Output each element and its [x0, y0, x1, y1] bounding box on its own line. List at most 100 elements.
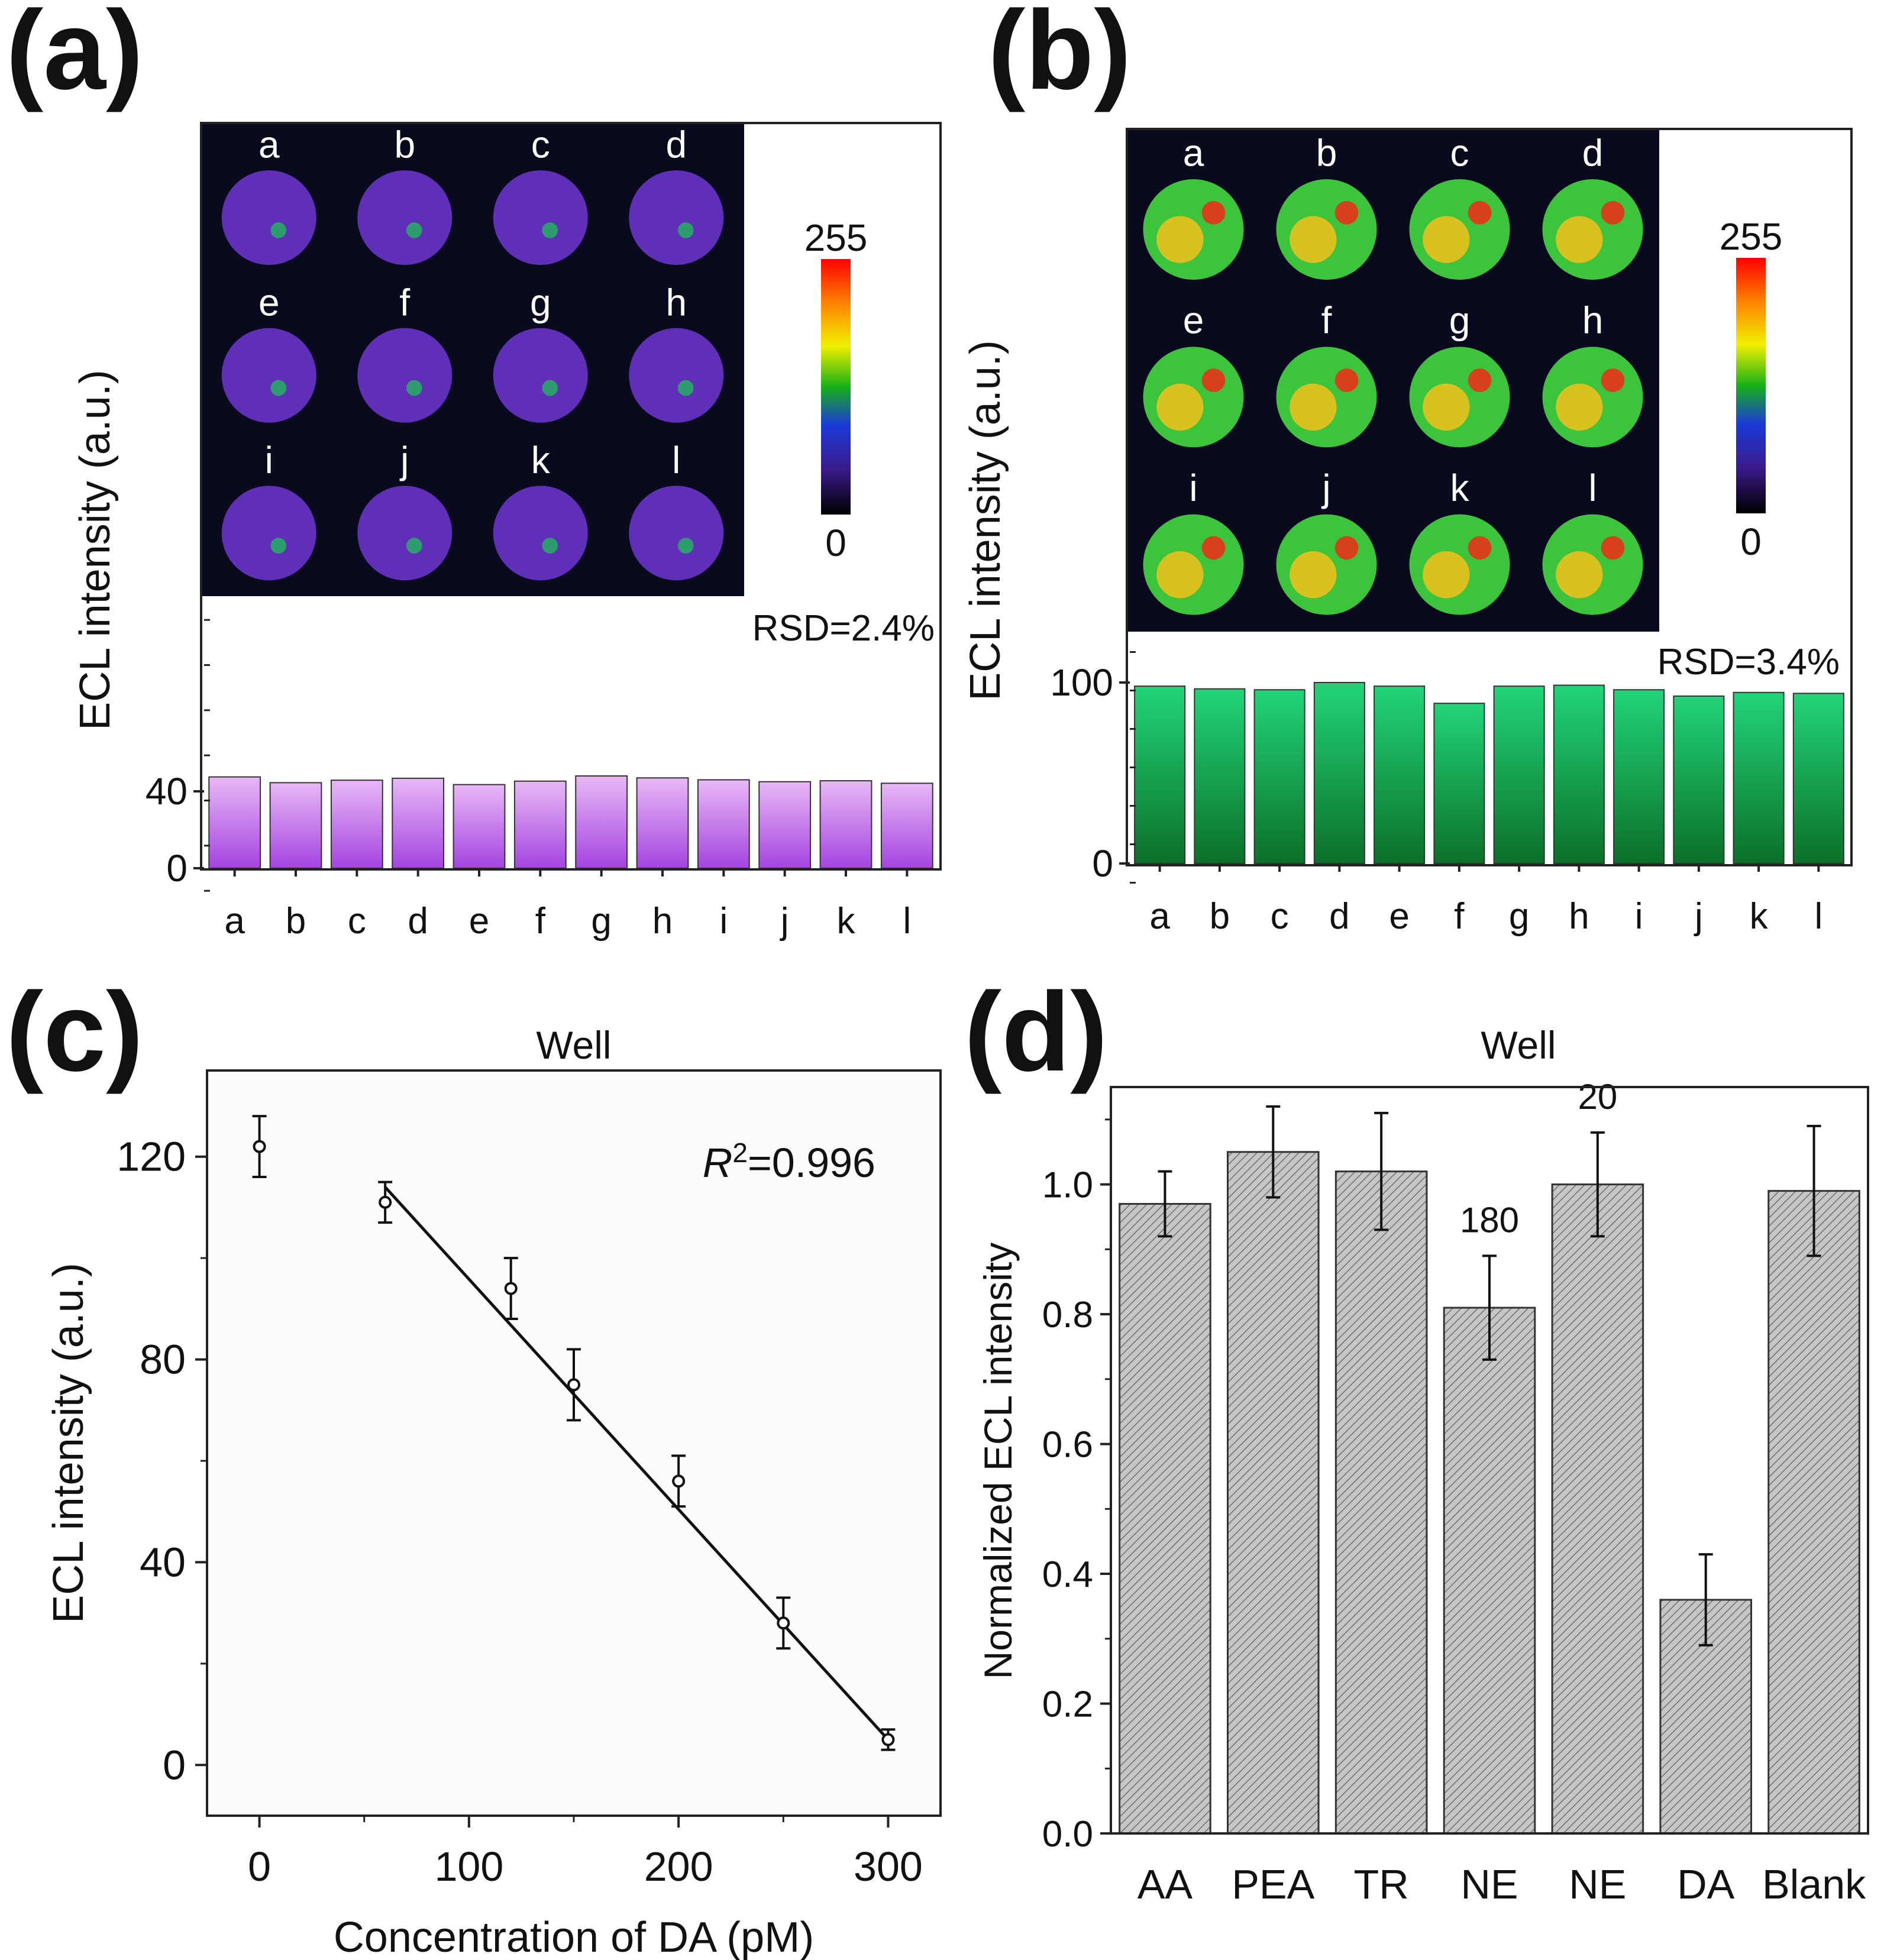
bar-b-g: [1493, 685, 1545, 864]
x-tick-label-a-g: g: [591, 901, 611, 942]
data-point: [672, 1474, 686, 1488]
spot-label-b-f: f: [1321, 299, 1332, 342]
heatmap-spot-a-a: [221, 170, 316, 265]
bar-a-c: [330, 780, 383, 869]
spot-label-b-k: k: [1450, 467, 1470, 509]
heatmap-spot-hot-b-l: [1556, 551, 1603, 599]
x-tick-label-a-e: e: [469, 901, 489, 942]
bar-a-h: [636, 777, 689, 869]
x-tick-label-a-f: f: [535, 901, 546, 942]
axes-b: a b c d e f g h i j k l 0 100: [1050, 651, 1822, 937]
x-tick-label-d: DA: [1677, 1861, 1735, 1907]
x-tick-label-b-l: l: [1814, 896, 1822, 937]
heatmap-spot-fleck-a-l: [677, 538, 694, 554]
bar-b-h: [1553, 684, 1605, 864]
colorbar-a: [821, 259, 851, 515]
axes-a: a b c d e f g h i j k l 0 40: [146, 619, 911, 942]
y-tick-label-d: 0.4: [1042, 1554, 1093, 1595]
colorbar-max-a: 255: [804, 216, 868, 259]
fit-line: [384, 1186, 890, 1741]
x-tick-label-c: 100: [434, 1843, 503, 1890]
axes-d: AA PEA TR NE NE DA Blank 0.0 0.2 0.4 0.6 0.8 1.0: [1042, 1118, 1866, 1907]
heatmap-spot-a-b: [357, 170, 453, 265]
data-point: [253, 1140, 266, 1153]
x-tick-label-a-i: i: [719, 901, 728, 942]
panel-d: Well 180 20 AA PEA TR NE NE DA Blank 0.0 0.2 0.4 0.…: [976, 1023, 1869, 1907]
x-tick-label-a-b: b: [286, 901, 306, 942]
heatmap-spot-fleck-a-g: [542, 380, 558, 396]
y-tick-label-d: 1.0: [1042, 1165, 1093, 1206]
heatmap-spot-fleck-a-k: [542, 538, 558, 554]
heatmap-spot-a-k: [493, 486, 588, 581]
bar-d-6: [1767, 1190, 1860, 1835]
heatmap-spot-peak-b-k: [1468, 536, 1492, 560]
heatmap-spot-fleck-a-f: [406, 380, 422, 396]
spot-label-b-i: i: [1189, 467, 1197, 509]
colorbar-max-b: 255: [1720, 215, 1783, 258]
panel-label-d: (d): [964, 969, 1108, 1095]
x-tick-label-c: 0: [248, 1843, 271, 1890]
heatmap-spot-peak-b-f: [1334, 368, 1359, 392]
bar-b-j: [1673, 695, 1725, 864]
heatmap-spot-a-c: [493, 170, 588, 265]
spot-label-b-a: a: [1183, 131, 1204, 174]
rsd-annotation-b: RSD=3.4%: [1657, 642, 1840, 683]
x-tick-label-d: NE: [1460, 1861, 1518, 1907]
heatmap-spot-a-f: [357, 328, 453, 423]
bar-b-c: [1253, 689, 1305, 864]
data-point: [567, 1378, 580, 1392]
x-tick-label-b-h: h: [1569, 896, 1589, 937]
heatmap-spot-fleck-a-a: [270, 222, 287, 238]
x-tick-label-a-d: d: [408, 901, 428, 942]
panel-label-c: (c): [6, 969, 143, 1095]
data-point: [881, 1733, 895, 1746]
spot-label-a-e: e: [258, 281, 280, 324]
bar-a-f: [513, 780, 567, 869]
x-tick-label-a-a: a: [224, 901, 245, 942]
heatmap-spot-fleck-a-d: [677, 222, 694, 238]
bar-a-e: [453, 784, 506, 869]
heatmap-spot-fleck-a-e: [270, 380, 287, 396]
spot-label-a-k: k: [531, 439, 551, 481]
x-tick-label-c: 200: [644, 1843, 713, 1890]
spot-label-a-d: d: [665, 124, 687, 166]
heatmap-spot-hot-b-c: [1423, 216, 1470, 263]
plot-frame-a: [200, 122, 942, 871]
bar-a-i: [697, 779, 750, 869]
heatmap-spot-a-g: [493, 328, 588, 423]
heatmap-spot-hot-b-k: [1423, 551, 1470, 599]
bars-d: 180 20: [1119, 1077, 1860, 1835]
heatmap-inset-a: a b c d e f g h i j k l 255 0: [201, 123, 867, 596]
bar-d-3: [1443, 1306, 1536, 1835]
colorbar-b: [1736, 258, 1766, 513]
y-tick-label-d: 0.2: [1042, 1684, 1093, 1725]
x-tick-label-d: AA: [1137, 1861, 1193, 1907]
heatmap-spot-hot-b-f: [1290, 383, 1337, 431]
bar-a-d: [392, 777, 445, 869]
bar-d-1: [1226, 1151, 1320, 1835]
marks-c: [252, 1115, 896, 1751]
heatmap-spot-a-l: [629, 486, 724, 581]
spot-label-b-l: l: [1588, 467, 1597, 509]
data-point: [504, 1282, 518, 1295]
spot-label-b-e: e: [1183, 299, 1204, 342]
heatmap-spot-peak-b-a: [1201, 200, 1226, 225]
y-tick-label-c: 40: [140, 1539, 186, 1585]
x-tick-label-b-k: k: [1750, 896, 1769, 937]
colorbar-min-a: 0: [825, 522, 846, 564]
chart-title-c: Well: [536, 1023, 611, 1067]
x-tick-label-b-e: e: [1389, 896, 1409, 937]
heatmap-spot-peak-b-g: [1468, 368, 1492, 392]
x-tick-label-d: PEA: [1232, 1861, 1314, 1907]
bar-a-b: [269, 782, 322, 869]
y-tick-label-b: 0: [1092, 842, 1113, 885]
bar-b-d: [1313, 682, 1365, 864]
y-axis-label-c: ECL intensity (a.u.): [45, 1263, 92, 1623]
heatmap-spot-a-h: [629, 328, 724, 423]
heatmap-spot-a-e: [221, 328, 316, 423]
x-tick-label-b-g: g: [1509, 896, 1529, 937]
x-tick-label-a-c: c: [348, 901, 366, 942]
spot-label-a-i: i: [265, 439, 273, 481]
